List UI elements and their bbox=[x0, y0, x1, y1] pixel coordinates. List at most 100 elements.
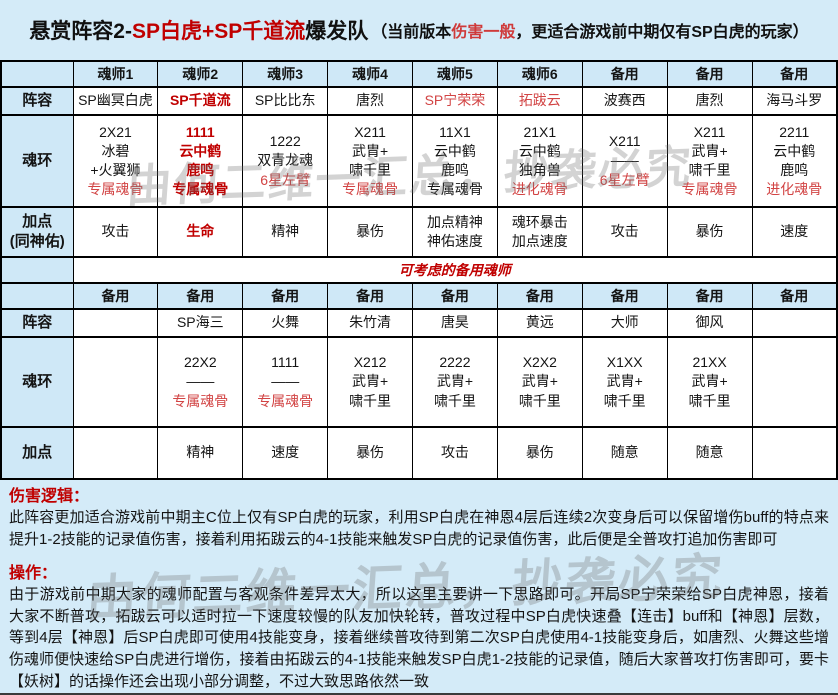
table-cell: 暴伤 bbox=[496, 426, 583, 480]
operation-heading: 操作： bbox=[9, 565, 58, 583]
title-prefix: 悬赏阵容2- bbox=[29, 20, 132, 43]
table-cell: 唐烈 bbox=[666, 86, 753, 116]
damage-logic-section: 伤害逻辑： 此阵容更加适合游戏前中期主C位上仅有SP白虎的玩家，利用SP白虎在神… bbox=[9, 487, 829, 550]
table-cell bbox=[72, 426, 159, 480]
column-header: 魂师1 bbox=[72, 60, 159, 88]
table-cell: SP幽冥白虎 bbox=[72, 86, 159, 116]
title-note-prefix: （当前版本 bbox=[371, 24, 452, 41]
title-suffix: 爆发队 bbox=[305, 20, 369, 43]
table-cell: SP宁荣荣 bbox=[412, 86, 498, 116]
damage-logic-body: 此阵容更加适合游戏前中期主C位上仅有SP白虎的玩家，利用SP白虎在神恩4层后连续… bbox=[9, 509, 829, 548]
table-cell: 1222 双青龙魂 6星左臂 bbox=[242, 114, 329, 208]
table-cell: X2X2 武胄+ 啸千里 bbox=[496, 336, 583, 428]
row-label: 加点 bbox=[0, 426, 74, 480]
table-cell: 2211 云中鹤 鹿鸣 进化魂骨 bbox=[751, 114, 838, 208]
operation-section: 操作： 由于游戏前中期大家的魂师配置与客观条件差异太大，所以这里主要讲一下思路即… bbox=[9, 564, 829, 692]
table-cell bbox=[72, 336, 159, 428]
table-cell: 21XX 武胄+ 啸千里 bbox=[666, 336, 753, 428]
table-row: 加点 精神 速度 暴伤 攻击 暴伤 随意 随意 bbox=[0, 426, 838, 480]
roster-table: 魂师1 魂师2 魂师3 魂师4 魂师5 魂师6 备用 备用 备用 阵容 SP幽冥白虎 SP千道流 SP比… bbox=[0, 60, 838, 480]
table-cell: 2X21 冰碧 +火翼狮 专属魂骨 bbox=[72, 114, 159, 208]
title-note: （当前版本伤害一般，更适合游戏前中期仅有SP白虎的玩家） bbox=[371, 18, 808, 42]
column-header: 魂师6 bbox=[496, 60, 583, 88]
table-cell: 火舞 bbox=[242, 308, 329, 338]
table-cell: 加点精神 神佑速度 bbox=[412, 206, 498, 258]
table-cell: 大师 bbox=[581, 308, 668, 338]
table-cell: SP比比东 bbox=[242, 86, 329, 116]
table-cell bbox=[751, 336, 838, 428]
table-row: 魂环 22X2 —— 专属魂骨 1111 —— 专属魂骨 X212 武胄+ 啸千里 2222 武胄+ 啸… bbox=[0, 336, 838, 428]
table-cell: 1111 —— 专属魂骨 bbox=[242, 336, 329, 428]
column-header: 备用 bbox=[496, 282, 583, 310]
table-cell: 生命 bbox=[157, 206, 244, 258]
column-header: 魂师3 bbox=[242, 60, 329, 88]
table-cell: X212 武胄+ 啸千里 bbox=[327, 336, 413, 428]
column-header: 魂师5 bbox=[412, 60, 498, 88]
table-cell: 海马斗罗 bbox=[751, 86, 838, 116]
table-cell: 11X1 云中鹤 鹿鸣 专属魂骨 bbox=[412, 114, 498, 208]
table-cell: X211 武胄+ 啸千里 专属魂骨 bbox=[327, 114, 413, 208]
table-cell: 暴伤 bbox=[666, 206, 753, 258]
table-cell: 朱竹清 bbox=[327, 308, 413, 338]
table-cell: 速度 bbox=[751, 206, 838, 258]
row-label: 阵容 bbox=[0, 308, 74, 338]
table-row: 魂师1 魂师2 魂师3 魂师4 魂师5 魂师6 备用 备用 备用 bbox=[0, 60, 838, 88]
column-header: 备用 bbox=[666, 60, 753, 88]
table-cell: 拓跋云 bbox=[496, 86, 583, 116]
table-cell: 精神 bbox=[242, 206, 329, 258]
column-header: 备用 bbox=[72, 282, 159, 310]
table-cell: 攻击 bbox=[581, 206, 668, 258]
column-header: 备用 bbox=[581, 60, 668, 88]
operation-body: 由于游戏前中期大家的魂师配置与客观条件差异太大，所以这里主要讲一下思路即可。开局… bbox=[9, 586, 829, 690]
table-cell: 2222 武胄+ 啸千里 bbox=[412, 336, 498, 428]
backup-note: 可考虑的备用魂师 bbox=[72, 256, 838, 284]
column-header: 备用 bbox=[666, 282, 753, 310]
table-cell: 22X2 —— 专属魂骨 bbox=[157, 336, 244, 428]
table-cell: 暴伤 bbox=[327, 206, 413, 258]
table-cell: 攻击 bbox=[72, 206, 159, 258]
row-label: 加点 (同神佑) bbox=[0, 206, 74, 258]
corner-cell bbox=[0, 60, 74, 88]
table-row: 阵容 SP幽冥白虎 SP千道流 SP比比东 唐烈 SP宁荣荣 拓跋云 波赛西 唐烈 海马斗罗 bbox=[0, 86, 838, 116]
column-header: 魂师2 bbox=[157, 60, 244, 88]
row-label: 魂环 bbox=[0, 336, 74, 428]
table-cell: 精神 bbox=[157, 426, 244, 480]
column-header: 备用 bbox=[157, 282, 244, 310]
table-cell: 随意 bbox=[581, 426, 668, 480]
table-cell bbox=[751, 308, 838, 338]
table-cell: SP海三 bbox=[157, 308, 244, 338]
damage-logic-heading: 伤害逻辑： bbox=[9, 488, 90, 505]
column-header: 备用 bbox=[581, 282, 668, 310]
table-cell: 唐烈 bbox=[327, 86, 413, 116]
title-highlight: SP白虎+SP千道流 bbox=[132, 20, 306, 43]
title-note-red: 伤害一般 bbox=[451, 24, 516, 41]
table-cell: 唐昊 bbox=[412, 308, 498, 338]
table-row: 加点 (同神佑) 攻击 生命 精神 暴伤 加点精神 神佑速度 魂环暴击 加点速度 攻击 暴伤 速度 bbox=[0, 206, 838, 258]
table-row: 魂环 2X21 冰碧 +火翼狮 专属魂骨 1111 云中鹤 鹿鸣 专属魂骨 1222 双青龙魂 6星左… bbox=[0, 114, 838, 208]
table-row: 可考虑的备用魂师 bbox=[0, 256, 838, 284]
column-header: 备用 bbox=[327, 282, 413, 310]
title-note-suffix: ，更适合游戏前中期仅有SP白虎的玩家） bbox=[515, 24, 809, 41]
bottom-rule bbox=[0, 693, 838, 695]
table-cell: 御风 bbox=[666, 308, 753, 338]
row-label bbox=[0, 256, 74, 284]
page-title: 悬赏阵容2- SP白虎+SP千道流 爆发队 （当前版本伤害一般，更适合游戏前中期仅有S… bbox=[0, 0, 838, 60]
table-cell: 速度 bbox=[242, 426, 329, 480]
table-row: 备用 备用 备用 备用 备用 备用 备用 备用 备用 bbox=[0, 282, 838, 310]
table-cell: X211 —— 6星左臂 bbox=[581, 114, 668, 208]
table-cell bbox=[751, 426, 838, 480]
table-cell bbox=[72, 308, 159, 338]
column-header: 备用 bbox=[751, 60, 838, 88]
column-header: 备用 bbox=[751, 282, 838, 310]
corner-cell bbox=[0, 282, 74, 310]
column-header: 魂师4 bbox=[327, 60, 413, 88]
table-cell: 攻击 bbox=[412, 426, 498, 480]
table-cell: 暴伤 bbox=[327, 426, 413, 480]
table-cell: 魂环暴击 加点速度 bbox=[496, 206, 583, 258]
table-cell: SP千道流 bbox=[157, 86, 244, 116]
table-cell: 波赛西 bbox=[581, 86, 668, 116]
table-cell: 1111 云中鹤 鹿鸣 专属魂骨 bbox=[157, 114, 244, 208]
table-row: 阵容 SP海三 火舞 朱竹清 唐昊 黄远 大师 御风 bbox=[0, 308, 838, 338]
row-label: 阵容 bbox=[0, 86, 74, 116]
column-header: 备用 bbox=[412, 282, 498, 310]
